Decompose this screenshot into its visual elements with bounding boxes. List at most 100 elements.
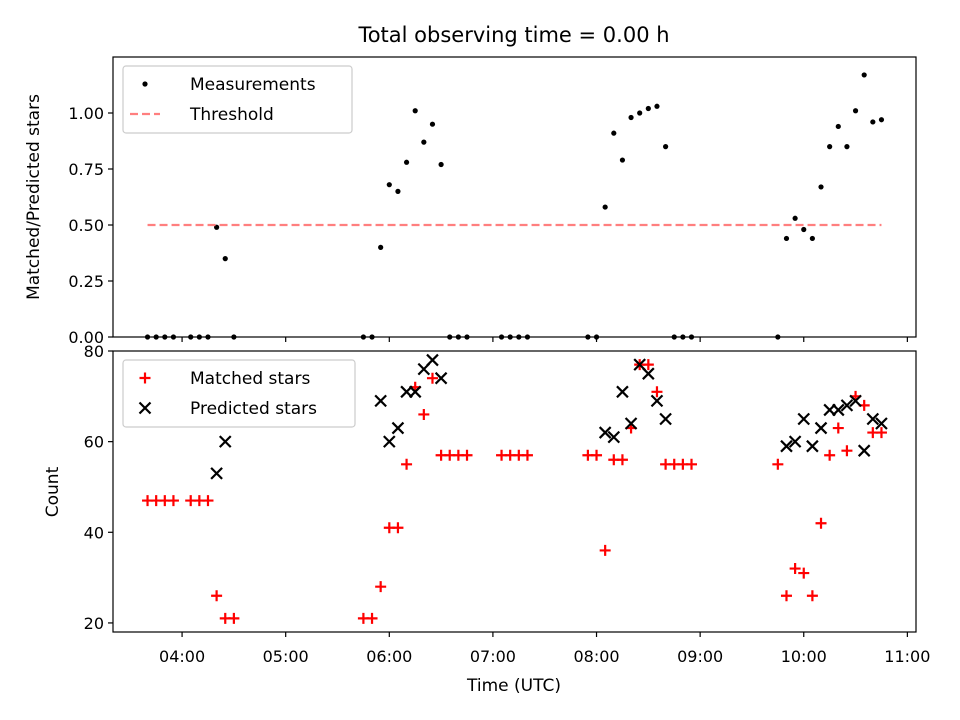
ratio-y-axis-label: Matched/Predicted stars [24,94,44,300]
measurement-point [654,103,660,109]
measurement-point [852,108,859,114]
measurement-point [438,161,444,168]
ratio-legend-label: Threshold [189,105,274,125]
count-x-tick-label: 09:00 [677,647,723,666]
matched-star-point [686,458,698,470]
predicted-star-point [434,371,448,385]
predicted-star-point [607,430,621,444]
measurement-point [818,184,824,190]
matched-star-point [832,422,844,434]
measurement-point [844,144,850,150]
predicted-star-point [814,421,828,435]
measurement-point [645,105,651,112]
predicted-star-point [426,353,439,367]
predicted-star-point [218,435,232,448]
count-x-tick-label: 08:00 [573,647,619,666]
matched-star-point [211,590,223,602]
measurement-point [429,121,436,127]
predicted-star-point [866,412,880,426]
measurement-point [421,139,427,145]
legend-dot-handle [142,81,148,87]
predicted-star-point [840,399,854,412]
matched-star-point [599,544,611,556]
legend-x-handle [138,401,152,415]
count-legend-label: Predicted stars [190,399,317,419]
measurement-point [870,119,876,125]
matched-star-point [875,427,887,439]
count-x-tick-label: 05:00 [263,647,309,666]
count-axes-frame [112,350,917,633]
measurement-point [619,157,626,163]
ratio-panel: 0.00 0.25 0.50 0.75 1.00 Matched/Predicted s… [24,56,917,347]
matched-star-point [780,590,792,602]
measurement-point [801,226,807,233]
measurement-point [861,72,867,78]
matched-star-point [228,612,240,624]
matched-star-point [815,517,827,529]
measurement-point [222,256,228,262]
predicted-star-point [624,417,638,430]
count-series-predicted-stars [210,353,888,480]
predicted-star-point [849,394,862,408]
count-x-axis-label: Time (UTC) [466,676,561,696]
count-axes: 20 40 60 80 04:00 05:00 06:00 07:00 08:00 09:00 10… [84,342,931,666]
matched-star-point [824,449,836,461]
matched-star-point [401,458,413,470]
matched-star-point [521,449,533,461]
matched-star-point [616,454,628,466]
count-x-tick-label: 06:00 [366,647,412,666]
predicted-star-point [788,435,802,448]
count-legend-box [122,359,356,428]
predicted-star-point [383,435,396,448]
count-y-tick-label: 20 [84,614,104,633]
count-panel: 20 40 60 80 04:00 05:00 06:00 07:00 08:00 09:00 10… [43,342,930,696]
matched-star-point [461,449,473,461]
measurement-point [412,108,418,114]
predicted-star-point [780,439,793,453]
matched-star-point [772,458,784,470]
measurement-point [611,130,617,136]
matched-star-point [375,581,387,593]
ratio-y-tick-label: 0.50 [68,216,104,235]
predicted-star-point [659,412,672,426]
count-y-axis-label: Count [43,466,63,517]
predicted-star-point [598,426,612,439]
matched-star-point [841,445,853,457]
measurement-point [602,204,608,210]
predicted-star-point [616,385,629,399]
matched-star-point [798,567,810,579]
measurement-point [827,144,833,150]
predicted-star-point [832,403,845,417]
measurement-point [792,215,798,221]
matched-star-point [651,386,663,398]
matched-star-point [591,449,603,461]
count-x-tick-label: 10:00 [781,647,827,666]
count-legend: Matched stars Predicted stars [122,359,356,428]
ratio-series-layer [144,72,885,340]
measurement-point [878,117,885,123]
measurement-point [403,159,410,165]
ratio-axes: 0.00 0.25 0.50 0.75 1.00 [68,56,917,347]
predicted-star-point [806,439,819,453]
count-x-tick-label: 04:00 [159,647,205,666]
ratio-y-tick-label: 0.75 [68,160,104,179]
ratio-y-tick-label: 0.00 [68,328,104,347]
matched-star-point [789,563,801,575]
ratio-series-measurements [144,72,885,340]
count-series-matched-stars [142,359,887,624]
predicted-star-point [797,412,811,426]
predicted-star-point [642,367,655,380]
ratio-y-tick-label: 0.25 [68,272,104,291]
matched-star-point [806,590,818,602]
matched-star-point [392,522,404,534]
figure-title: Total observing time = 0.00 h [357,23,669,47]
predicted-star-point [408,385,422,399]
measurement-point [663,144,669,150]
measurement-point [628,114,634,121]
matched-star-point [366,612,378,624]
measurement-point [809,235,815,242]
count-series-layer [142,353,888,624]
matched-star-point [642,359,654,371]
count-x-tick-label: 07:00 [470,647,516,666]
